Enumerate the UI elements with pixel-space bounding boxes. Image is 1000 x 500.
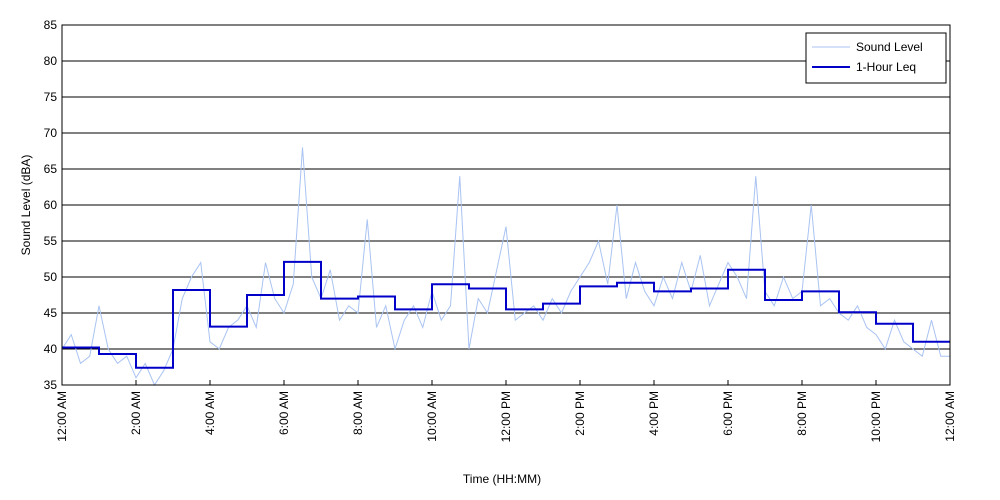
x-tick-label: 2:00 AM xyxy=(129,391,143,435)
y-tick-label: 50 xyxy=(44,270,58,284)
x-tick-label: 2:00 PM xyxy=(573,391,587,436)
legend-label: 1-Hour Leq xyxy=(856,60,916,74)
y-tick-label: 85 xyxy=(44,18,58,32)
legend-box xyxy=(805,32,947,84)
y-axis-label: Sound Level (dBA) xyxy=(19,155,33,256)
y-tick-label: 40 xyxy=(44,342,58,356)
series-line xyxy=(62,260,950,369)
y-tick-label: 35 xyxy=(44,378,58,392)
x-tick-label: 4:00 PM xyxy=(647,391,661,436)
x-tick-label: 12:00 PM xyxy=(499,391,513,442)
y-tick-label: 70 xyxy=(44,126,58,140)
x-tick-label: 10:00 PM xyxy=(869,391,883,442)
plot-frame xyxy=(61,24,951,386)
x-axis-label: Time (HH:MM) xyxy=(463,472,541,486)
legend: Sound Level 1-Hour Leq xyxy=(805,32,947,84)
y-tick-label: 65 xyxy=(44,162,58,176)
y-tick-label: 80 xyxy=(44,54,58,68)
x-tick-label: 6:00 AM xyxy=(277,391,291,435)
x-tick-label: 12:00 AM xyxy=(55,391,69,442)
legend-label: Sound Level xyxy=(856,40,923,54)
x-tick-label: 10:00 AM xyxy=(425,391,439,442)
x-tick-label: 8:00 AM xyxy=(351,391,365,435)
x-tick-label: 12:00 AM xyxy=(943,391,957,442)
x-tick-label: 8:00 PM xyxy=(795,391,809,436)
x-tick-label: 4:00 AM xyxy=(203,391,217,435)
y-tick-label: 45 xyxy=(44,306,58,320)
y-tick-label: 75 xyxy=(44,90,58,104)
y-tick-label: 60 xyxy=(44,198,58,212)
x-tick-label: 6:00 PM xyxy=(721,391,735,436)
y-tick-label: 55 xyxy=(44,234,58,248)
